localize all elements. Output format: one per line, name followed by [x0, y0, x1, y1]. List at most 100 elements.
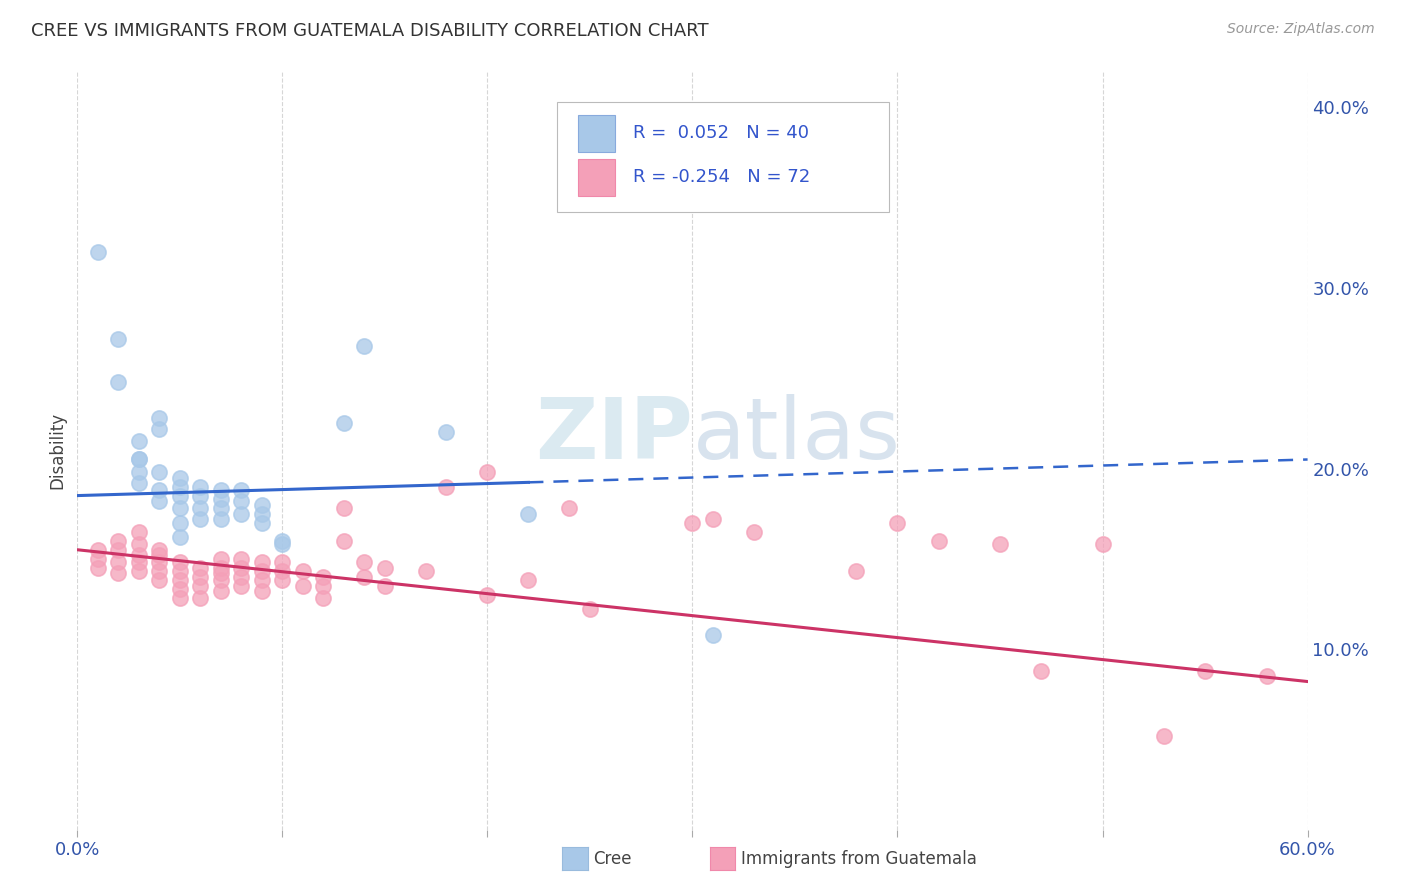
Point	[231, 507, 253, 521]
Point	[415, 565, 437, 579]
Point	[148, 542, 170, 557]
Point	[107, 542, 129, 557]
Point	[209, 483, 232, 498]
Point	[477, 588, 499, 602]
Point	[271, 533, 294, 548]
Point	[988, 537, 1011, 551]
Point	[209, 512, 232, 526]
Point	[928, 533, 950, 548]
Point	[107, 375, 129, 389]
Point	[107, 533, 129, 548]
Point	[169, 501, 191, 516]
Point	[231, 579, 253, 593]
Point	[477, 465, 499, 479]
Point	[250, 574, 273, 588]
Point	[128, 465, 150, 479]
Point	[188, 479, 212, 493]
Text: Cree: Cree	[593, 849, 631, 868]
Point	[148, 548, 170, 562]
Point	[87, 561, 110, 575]
Point	[169, 565, 191, 579]
Point	[188, 570, 212, 584]
Point	[374, 579, 396, 593]
Point	[333, 417, 356, 431]
Point	[188, 579, 212, 593]
Point	[271, 565, 294, 579]
Point	[250, 555, 273, 569]
Point	[291, 565, 314, 579]
Point	[87, 551, 110, 566]
Point	[128, 524, 150, 539]
Point	[169, 574, 191, 588]
Text: Source: ZipAtlas.com: Source: ZipAtlas.com	[1227, 22, 1375, 37]
Point	[209, 561, 232, 575]
Point	[169, 555, 191, 569]
Point	[209, 492, 232, 507]
Point	[209, 574, 232, 588]
Point	[353, 570, 375, 584]
Point	[291, 579, 314, 593]
Point	[353, 555, 375, 569]
Point	[250, 507, 273, 521]
Point	[148, 565, 170, 579]
FancyBboxPatch shape	[557, 102, 890, 211]
Point	[1153, 729, 1175, 743]
Point	[436, 425, 458, 440]
Point	[231, 570, 253, 584]
Point	[128, 555, 150, 569]
Point	[250, 565, 273, 579]
Point	[1029, 664, 1052, 678]
Point	[128, 452, 150, 467]
Point	[231, 551, 253, 566]
Point	[128, 548, 150, 562]
Point	[128, 565, 150, 579]
Point	[169, 582, 191, 597]
Point	[188, 512, 212, 526]
Point	[886, 516, 908, 530]
Point	[1194, 664, 1216, 678]
Point	[250, 516, 273, 530]
Point	[845, 565, 868, 579]
Point	[374, 561, 396, 575]
Point	[148, 422, 170, 436]
Point	[333, 533, 356, 548]
Point	[271, 555, 294, 569]
Text: CREE VS IMMIGRANTS FROM GUATEMALA DISABILITY CORRELATION CHART: CREE VS IMMIGRANTS FROM GUATEMALA DISABI…	[31, 22, 709, 40]
Point	[1091, 537, 1114, 551]
Point	[188, 561, 212, 575]
Point	[231, 494, 253, 508]
Point	[333, 501, 356, 516]
Point	[148, 574, 170, 588]
Text: R = -0.254   N = 72: R = -0.254 N = 72	[634, 169, 811, 186]
Point	[87, 542, 110, 557]
Point	[148, 465, 170, 479]
Y-axis label: Disability: Disability	[48, 412, 66, 489]
Point	[742, 524, 765, 539]
FancyBboxPatch shape	[578, 159, 614, 195]
Point	[107, 566, 129, 581]
Point	[128, 452, 150, 467]
Point	[209, 584, 232, 599]
Point	[231, 561, 253, 575]
Point	[312, 591, 335, 606]
Point	[107, 555, 129, 569]
Point	[169, 470, 191, 484]
Point	[188, 489, 212, 503]
Point	[87, 244, 110, 259]
Point	[517, 574, 540, 588]
Point	[148, 411, 170, 425]
Point	[148, 494, 170, 508]
Text: atlas: atlas	[693, 393, 900, 477]
Point	[702, 627, 724, 641]
Point	[169, 479, 191, 493]
Point	[188, 501, 212, 516]
Point	[209, 566, 232, 581]
Point	[682, 516, 704, 530]
Point	[107, 332, 129, 346]
Point	[436, 479, 458, 493]
Point	[271, 574, 294, 588]
Point	[312, 570, 335, 584]
Text: R =  0.052   N = 40: R = 0.052 N = 40	[634, 124, 810, 143]
Point	[148, 555, 170, 569]
Point	[128, 537, 150, 551]
